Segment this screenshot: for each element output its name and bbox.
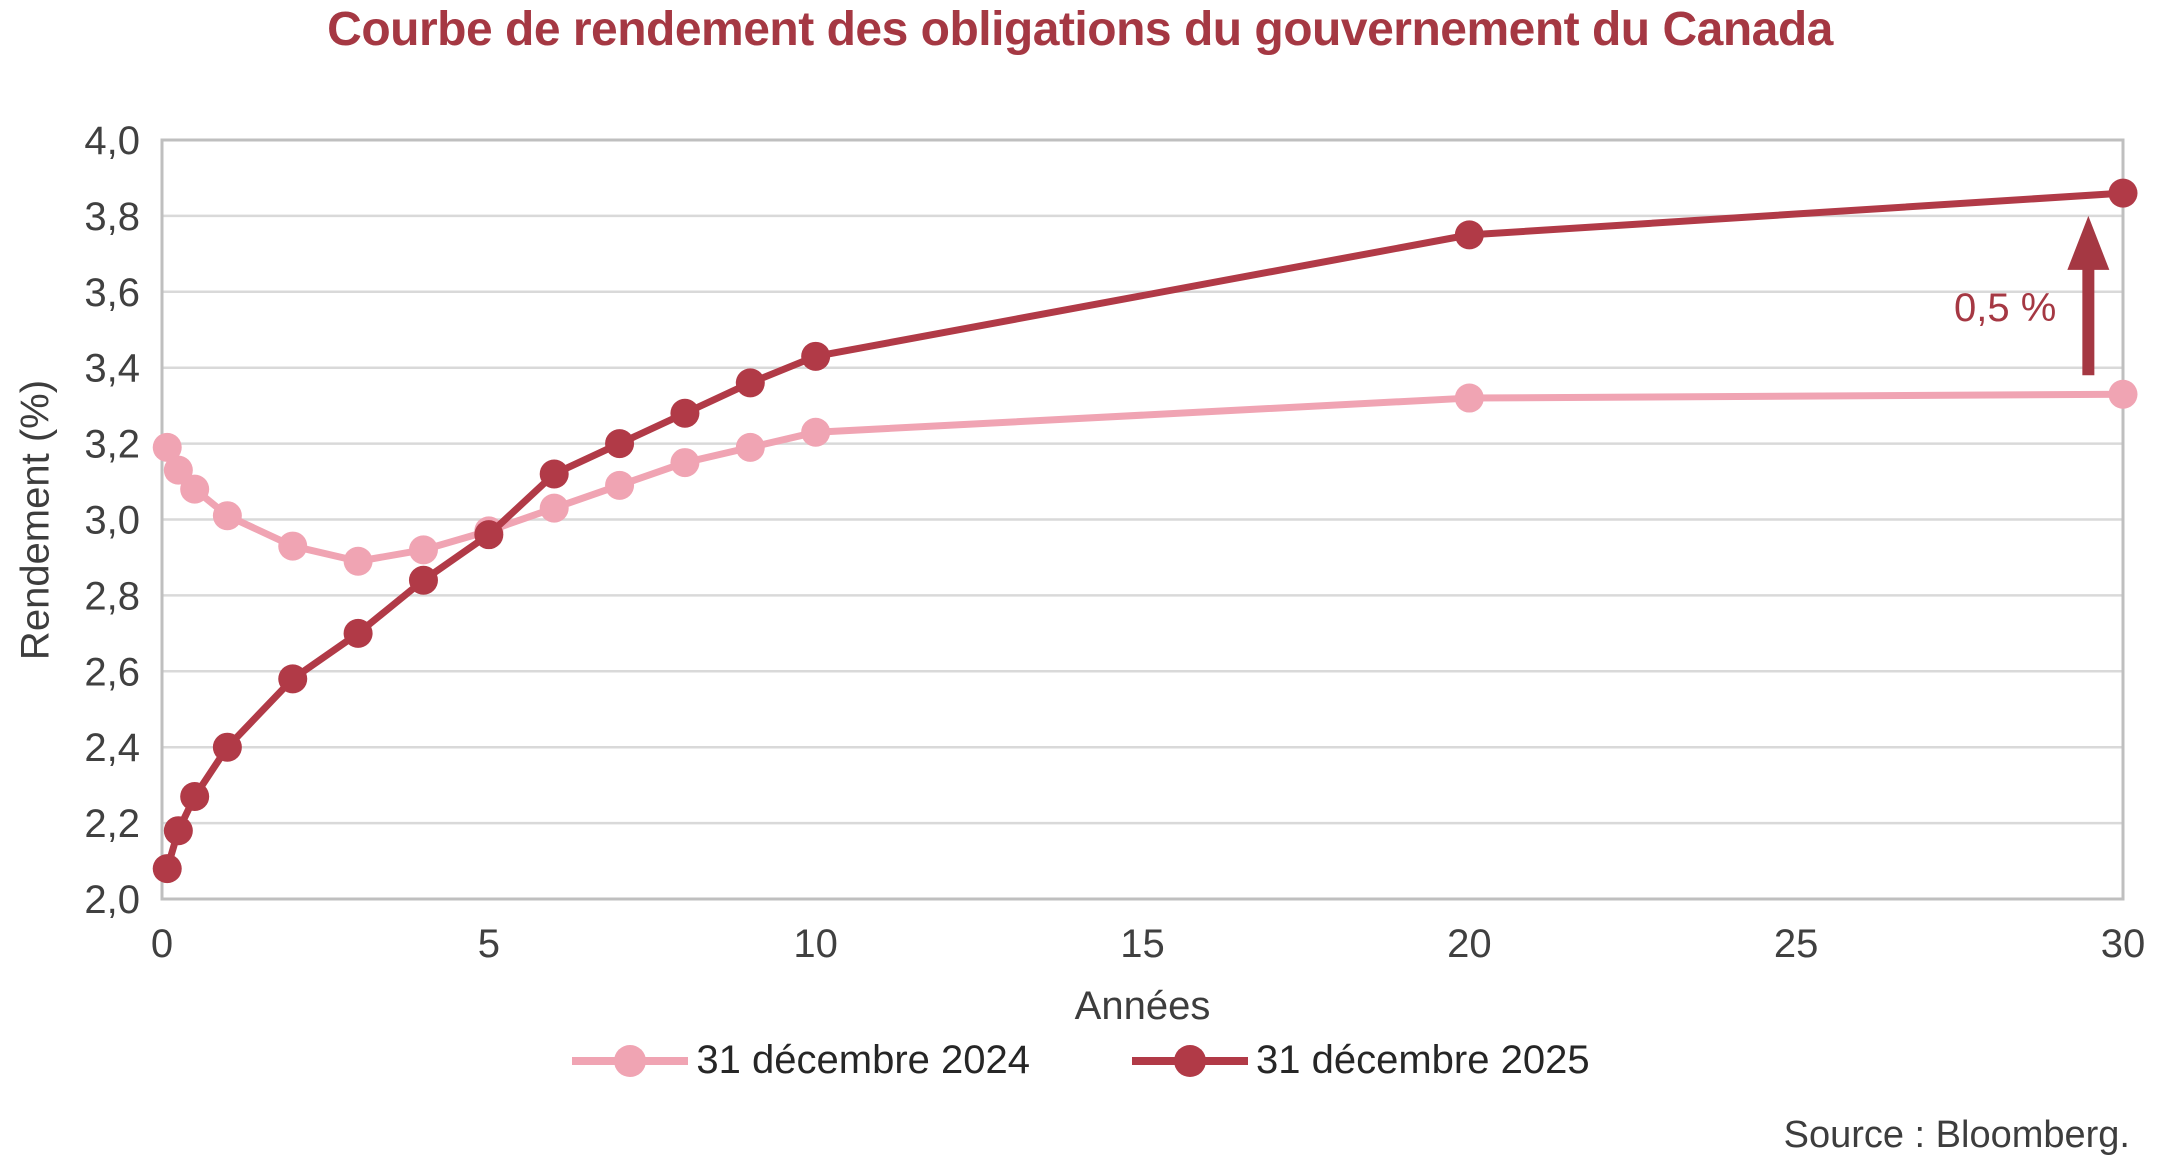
svg-text:3,6: 3,6 — [84, 271, 140, 315]
legend-item-2025: 31 décembre 2025 — [1130, 1038, 1590, 1083]
legend-label-2024: 31 décembre 2024 — [696, 1038, 1030, 1082]
svg-text:10: 10 — [793, 922, 838, 966]
x-axis-title: Années — [1074, 984, 1211, 1028]
series-2024 — [152, 379, 2138, 576]
svg-text:0: 0 — [151, 922, 173, 966]
svg-text:3,2: 3,2 — [84, 423, 140, 467]
series-2025 — [152, 178, 2138, 884]
svg-text:4,0: 4,0 — [84, 119, 140, 163]
svg-text:5: 5 — [478, 922, 500, 966]
x-tick-labels: 0 5 10 15 20 25 30 — [151, 922, 2145, 966]
legend-item-2024: 31 décembre 2024 — [570, 1038, 1030, 1083]
y-tick-labels: 2,0 2,2 2,4 2,6 2,8 3,0 3,2 3,4 3,6 3,8 4,0 — [84, 119, 140, 922]
svg-text:2,6: 2,6 — [84, 650, 140, 694]
svg-text:30: 30 — [2101, 922, 2146, 966]
y-gridlines — [162, 214, 2123, 825]
svg-text:15: 15 — [1120, 922, 1165, 966]
svg-text:2,8: 2,8 — [84, 574, 140, 618]
legend: 31 décembre 2024 31 décembre 2025 — [0, 1038, 2160, 1083]
svg-text:2,4: 2,4 — [84, 726, 140, 770]
svg-text:2,0: 2,0 — [84, 878, 140, 922]
chart-title: Courbe de rendement des obligations du g… — [327, 3, 1833, 56]
plot-border — [160, 138, 2125, 901]
svg-text:20: 20 — [1447, 922, 1492, 966]
svg-text:3,8: 3,8 — [84, 195, 140, 239]
legend-marker-2025-icon — [1132, 1044, 1248, 1077]
annotation-arrow: 0,5 % — [1954, 215, 2110, 376]
svg-text:3,0: 3,0 — [84, 499, 140, 543]
annotation-label: 0,5 % — [1954, 286, 2056, 330]
source-note: Source : Bloomberg. — [1783, 1114, 2130, 1156]
legend-marker-2024-icon — [572, 1044, 689, 1077]
svg-text:3,4: 3,4 — [84, 347, 140, 391]
svg-text:25: 25 — [1774, 922, 1819, 966]
legend-label-2025: 31 décembre 2025 — [1256, 1038, 1590, 1082]
svg-text:2,2: 2,2 — [84, 802, 140, 846]
